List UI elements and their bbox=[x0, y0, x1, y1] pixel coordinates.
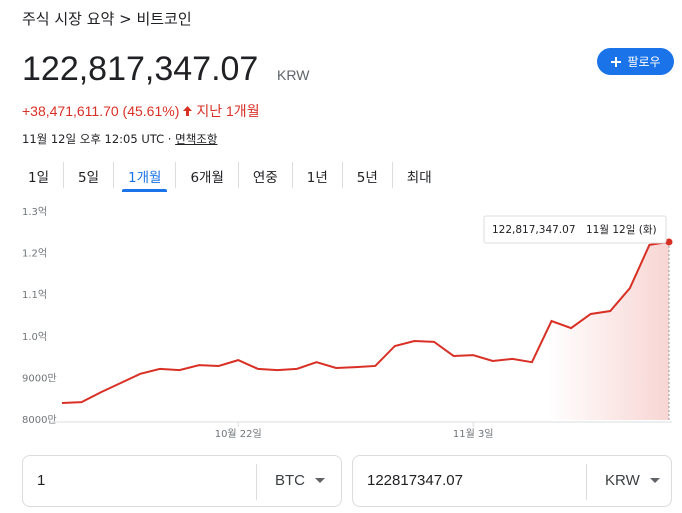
follow-label: 팔로우 bbox=[627, 55, 661, 69]
plus-icon bbox=[611, 56, 622, 67]
range-tab[interactable]: 연중 bbox=[239, 162, 293, 188]
range-tabs: 1일 5일 1개월 6개월 연중 1년 5년 최대 bbox=[14, 160, 446, 192]
x-tick-label: 11월 3일 bbox=[453, 428, 494, 440]
to-box[interactable]: 122817347.07 KRW bbox=[352, 455, 672, 507]
y-tick-label: 1.3억 bbox=[22, 206, 47, 218]
change-period: 지난 1개월 bbox=[196, 103, 260, 119]
range-tab[interactable]: 1년 bbox=[293, 162, 343, 188]
range-tab[interactable]: 5일 bbox=[64, 162, 115, 188]
price-change: +38,471,611.70 (45.61%) 지난 1개월 bbox=[22, 101, 260, 121]
to-currency-label: KRW bbox=[605, 472, 640, 489]
to-amount[interactable]: 122817347.07 bbox=[367, 472, 463, 489]
price-currency: KRW bbox=[277, 67, 310, 83]
range-tab[interactable]: 1개월 bbox=[114, 162, 177, 192]
y-tick-label: 9000만 bbox=[22, 372, 57, 384]
follow-button[interactable]: 팔로우 bbox=[597, 48, 674, 75]
y-tick-label: 8000만 bbox=[22, 414, 57, 426]
change-amount: +38,471,611.70 (45.61%) bbox=[22, 103, 180, 119]
dropdown-arrow bbox=[315, 477, 325, 483]
y-tick-label: 1.2억 bbox=[22, 248, 47, 260]
price: 122,817,347.07 bbox=[22, 50, 259, 88]
from-box[interactable]: 1 BTC bbox=[22, 455, 342, 507]
disclaimer-link[interactable]: 면책조항 bbox=[175, 132, 218, 146]
breadcrumb[interactable]: 주식 시장 요약 > 비트코인 bbox=[22, 10, 192, 28]
range-tab[interactable]: 최대 bbox=[406, 170, 432, 186]
x-tick-label: 10월 22일 bbox=[215, 428, 262, 440]
dropdown-arrow bbox=[649, 477, 660, 483]
timestamp: 11월 12일 오후 12:05 UTC bbox=[22, 132, 165, 146]
range-tab[interactable]: 5년 bbox=[343, 162, 393, 188]
up-arrow bbox=[183, 106, 193, 116]
divider bbox=[586, 464, 587, 500]
divider bbox=[256, 464, 257, 500]
tooltip-value: 122,817,347.07 bbox=[492, 224, 576, 236]
range-tab[interactable]: 1일 bbox=[14, 162, 65, 188]
from-amount[interactable]: 1 bbox=[37, 472, 46, 489]
from-currency[interactable]: BTC bbox=[275, 472, 325, 489]
area bbox=[62, 241, 669, 420]
from-currency-label: BTC bbox=[275, 472, 305, 489]
range-tab[interactable]: 6개월 bbox=[176, 162, 239, 188]
y-tick-label: 1.1억 bbox=[22, 289, 47, 301]
y-tick-label: 1.0억 bbox=[22, 331, 47, 343]
to-currency[interactable]: KRW bbox=[605, 472, 660, 489]
chart: 8000만 9000만 1.0억 1.1억 1.2억 1.3억 10월 22일 11월 3일 1… bbox=[22, 206, 673, 440]
price-line bbox=[61, 240, 670, 404]
tooltip-date: 11월 12일 (화) bbox=[586, 223, 657, 236]
hover-dot bbox=[665, 238, 673, 246]
timestamp-row: 11월 12일 오후 12:05 UTC · 면책조항 bbox=[22, 132, 218, 146]
tooltip-box bbox=[483, 215, 667, 244]
